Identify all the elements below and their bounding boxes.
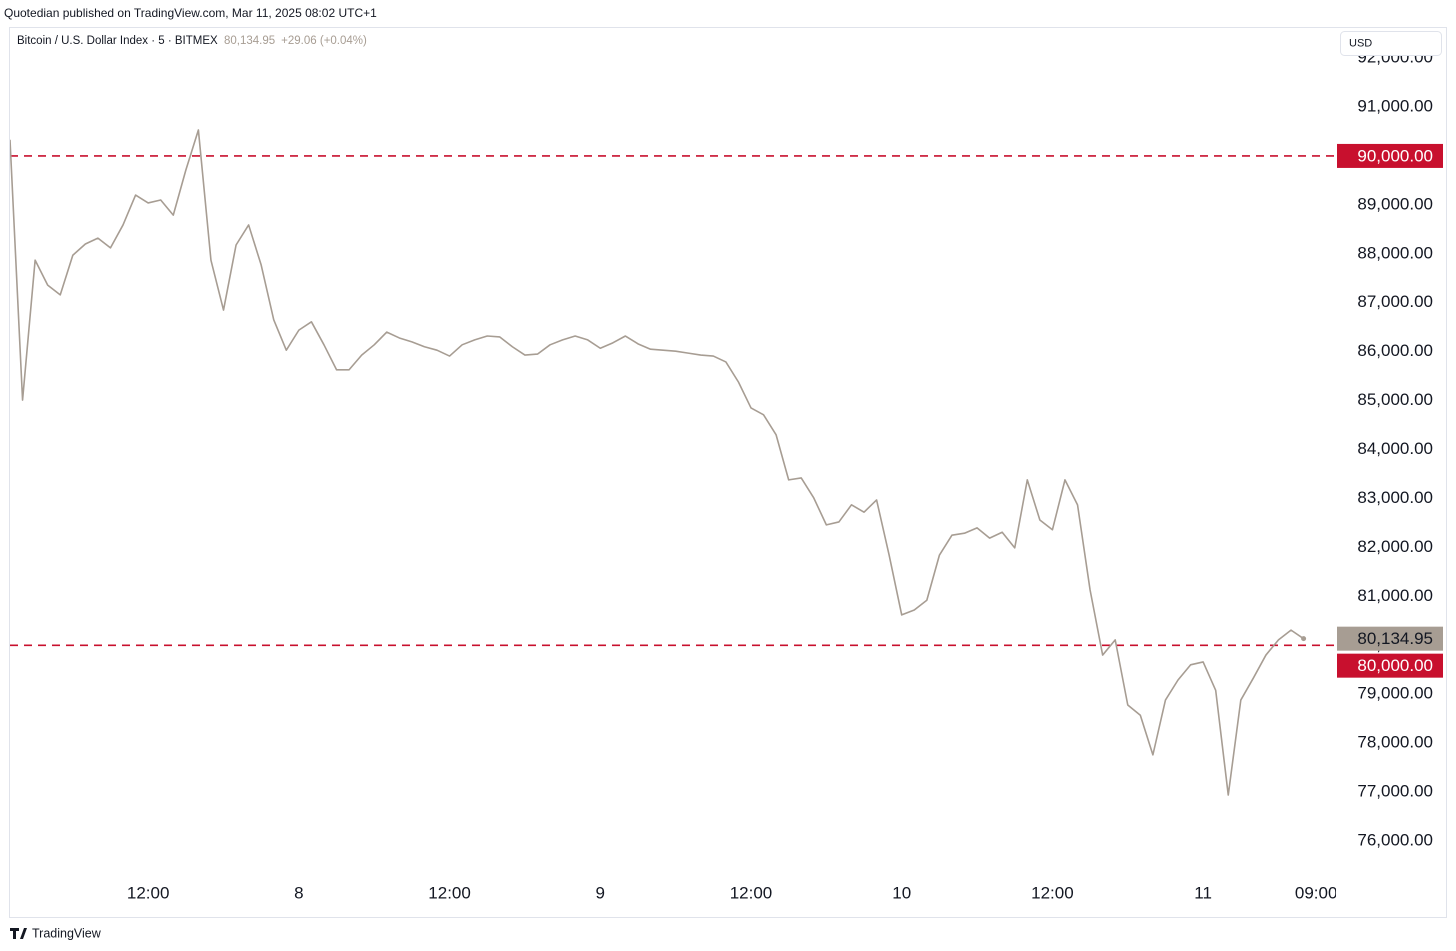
y-tick-label: 85,000.00 — [1357, 390, 1433, 409]
level-box — [1337, 653, 1443, 678]
y-tick-label: 88,000.00 — [1357, 243, 1433, 262]
y-tick-label: 81,000.00 — [1357, 586, 1433, 605]
x-tick-label: 8 — [294, 883, 303, 902]
x-tick-label: 9 — [596, 883, 605, 902]
last-price-label: 80,134.95 — [1357, 629, 1433, 648]
x-tick-label: 12:00 — [1031, 883, 1074, 902]
header-change: +29.06 (+0.04%) — [281, 35, 367, 47]
logo-icon — [10, 928, 27, 939]
currency-button[interactable]: USD — [1340, 31, 1442, 56]
y-tick-label: 91,000.00 — [1357, 96, 1433, 115]
y-tick-label: 83,000.00 — [1357, 488, 1433, 507]
x-tick-label: 12:00 — [730, 883, 773, 902]
y-tick-label: 84,000.00 — [1357, 439, 1433, 458]
last-point — [1301, 636, 1307, 642]
y-tick-label: 79,000.00 — [1357, 684, 1433, 703]
y-tick-label: 78,000.00 — [1357, 733, 1433, 752]
symbol-title: Bitcoin / U.S. Dollar Index · 5 · BITMEX — [17, 35, 218, 47]
y-tick-label: 89,000.00 — [1357, 194, 1433, 213]
y-tick-label: 87,000.00 — [1357, 292, 1433, 311]
x-tick-label: 12:00 — [127, 883, 170, 902]
y-tick-label: 82,000.00 — [1357, 537, 1433, 556]
chart-frame — [9, 27, 1447, 918]
x-tick-label: 10 — [892, 883, 911, 902]
x-tick-label: 09:00 — [1295, 883, 1338, 902]
y-tick-label: 76,000.00 — [1357, 830, 1433, 849]
last-price-box — [1337, 626, 1443, 651]
level-label: 80,000.00 — [1357, 656, 1433, 675]
y-tick-label: 86,000.00 — [1357, 341, 1433, 360]
footer-text: TradingView — [32, 926, 102, 940]
y-tick-label: 77,000.00 — [1357, 782, 1433, 801]
level-box — [1337, 143, 1443, 168]
x-tick-label: 11 — [1194, 883, 1212, 902]
pane — [10, 129, 1335, 796]
header-price: 80,134.95 — [224, 35, 275, 47]
currency-box[interactable] — [1340, 31, 1442, 56]
published-note: Quotedian published on TradingView.com, … — [4, 6, 377, 20]
price-axis: 92,000.0091,000.0090,000.0089,000.0088,0… — [1337, 48, 1443, 849]
x-tick-label: 12:00 — [428, 883, 471, 902]
time-axis: 12:00 8 12:00 9 12:00 10 12:00 11 09:00 — [127, 874, 1338, 902]
level-label: 90,000.00 — [1357, 146, 1433, 165]
currency-label[interactable]: USD — [1349, 37, 1372, 49]
footer-logo: TradingView — [10, 926, 102, 940]
price-line — [10, 129, 1305, 796]
